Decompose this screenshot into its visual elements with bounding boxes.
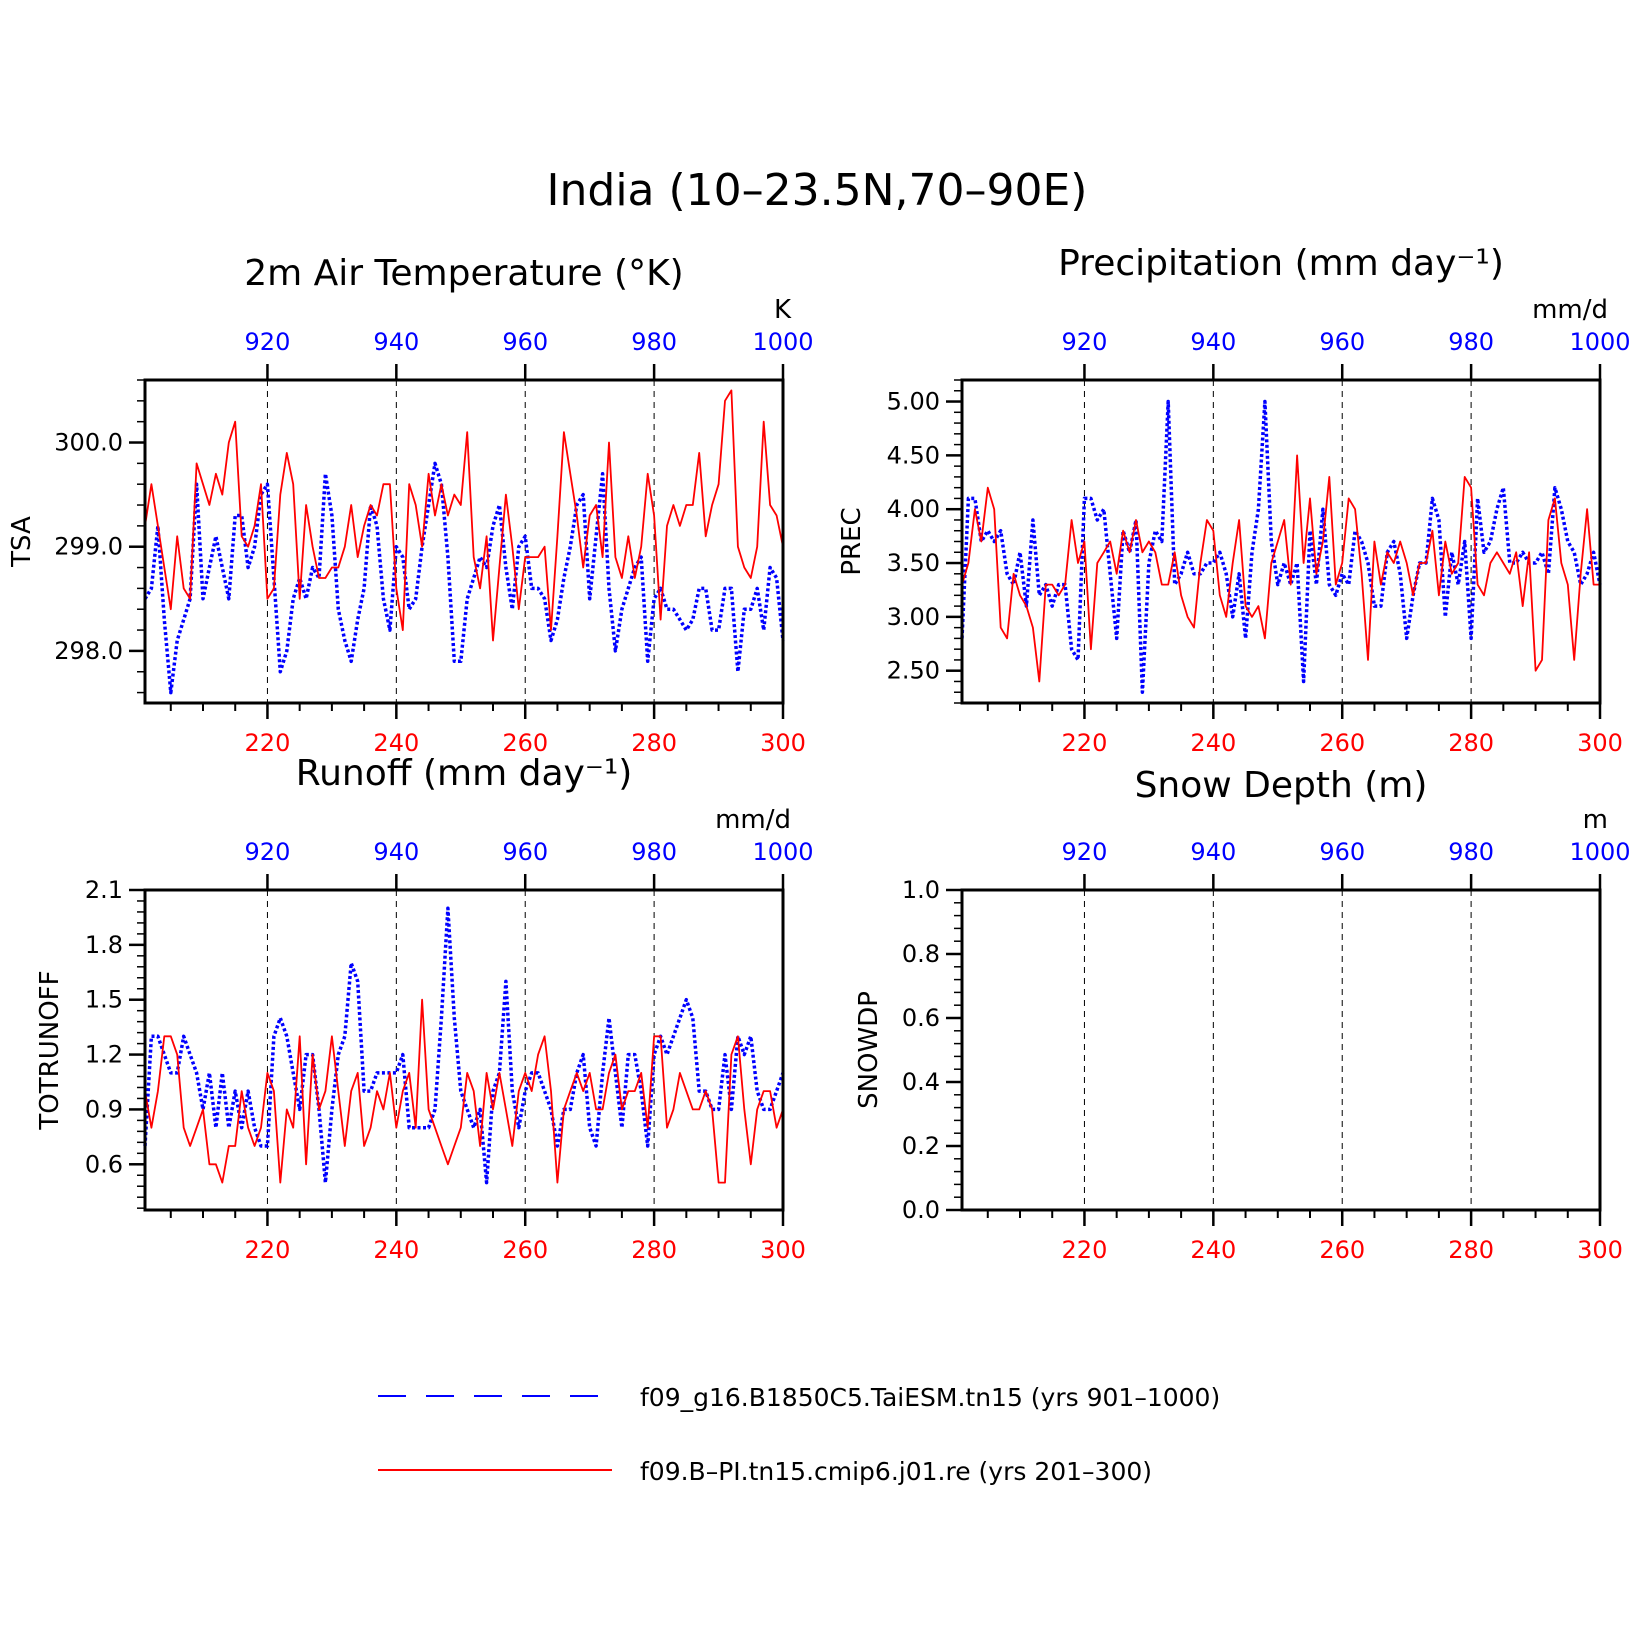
y-tick-label: 4.00 <box>887 495 940 523</box>
y-tick-label: 2.1 <box>85 876 123 904</box>
y-tick-label: 0.8 <box>902 940 940 968</box>
x-tick-label-top: 980 <box>631 328 677 356</box>
x-tick-label-bottom: 280 <box>1448 729 1494 757</box>
y-tick-label: 298.0 <box>54 637 123 665</box>
y-tick-label: 0.0 <box>902 1196 940 1224</box>
y-axis-label: TOTRUNOFF <box>35 970 65 1130</box>
legend-label-blue: f09_g16.B1850C5.TaiESM.tn15 (yrs 901–100… <box>640 1383 1220 1412</box>
y-tick-label: 0.2 <box>902 1132 940 1160</box>
panels: 2m Air Temperature (°K) K TSA 220 240 260 280 3… <box>7 243 1631 1264</box>
x-tick-label-bottom: 240 <box>1190 729 1236 757</box>
chart-panel-4: Snow Depth (m) m SNOWDP 220 240 260 280 300 920 9… <box>854 765 1631 1264</box>
x-tick-label-top: 920 <box>245 838 291 866</box>
x-tick-label-top: 960 <box>1319 328 1365 356</box>
y-tick-label: 0.6 <box>85 1150 123 1178</box>
x-tick-label-top: 920 <box>1062 328 1108 356</box>
series-line-red <box>144 389 784 642</box>
x-tick-label-bottom: 220 <box>245 1236 291 1264</box>
chart-panel-2: Precipitation (mm day⁻¹) mm/d PREC 220 240 26… <box>837 243 1631 757</box>
x-tick-label-top: 940 <box>1190 838 1236 866</box>
chart-panel-3: Runoff (mm day⁻¹) mm/d TOTRUNOFF 220 240 260 2… <box>35 753 814 1264</box>
plot-frame <box>960 888 1602 1212</box>
x-tick-label-bottom: 240 <box>373 729 419 757</box>
x-tick-label-top: 940 <box>373 328 419 356</box>
plot-frame <box>143 378 785 705</box>
x-tick-label-top: 920 <box>245 328 291 356</box>
panel-title: 2m Air Temperature (°K) <box>244 253 683 294</box>
chart-panel-1: 2m Air Temperature (°K) K TSA 220 240 260 280 3… <box>7 253 814 757</box>
x-tick-label-bottom: 300 <box>1577 729 1623 757</box>
x-tick-label-top: 980 <box>1448 838 1494 866</box>
x-tick-label-top: 960 <box>502 328 548 356</box>
x-tick-label-top: 960 <box>1319 838 1365 866</box>
y-tick-label: 1.2 <box>85 1041 123 1069</box>
x-tick-label-bottom: 260 <box>1319 729 1365 757</box>
y-tick-label: 300.0 <box>54 429 123 457</box>
y-tick-label: 2.50 <box>887 657 940 685</box>
y-axis-label: PREC <box>837 507 867 575</box>
x-tick-label-bottom: 240 <box>1190 1236 1236 1264</box>
x-tick-label-bottom: 300 <box>760 1236 806 1264</box>
y-axis-label: SNOWDP <box>854 991 884 1109</box>
panel-title: Snow Depth (m) <box>1135 765 1428 806</box>
x-tick-label-top: 980 <box>1448 328 1494 356</box>
x-tick-label-top: 980 <box>631 838 677 866</box>
x-tick-label-bottom: 260 <box>1319 1236 1365 1264</box>
x-tick-label-top: 920 <box>1062 838 1108 866</box>
x-tick-label-top: 1000 <box>1569 838 1630 866</box>
series-line-red <box>144 998 784 1184</box>
x-tick-label-bottom: 280 <box>631 729 677 757</box>
series-line-red <box>961 454 1600 683</box>
x-tick-label-bottom: 260 <box>502 729 548 757</box>
y-tick-label: 3.50 <box>887 549 940 577</box>
x-tick-label-top: 960 <box>502 838 548 866</box>
panel-title: Precipitation (mm day⁻¹) <box>1058 243 1504 284</box>
units-label: m <box>1583 805 1608 835</box>
x-tick-label-bottom: 220 <box>1062 1236 1108 1264</box>
y-tick-label: 1.0 <box>902 876 940 904</box>
x-tick-label-bottom: 300 <box>1577 1236 1623 1264</box>
x-tick-label-bottom: 300 <box>760 729 806 757</box>
panel-title: Runoff (mm day⁻¹) <box>296 753 633 794</box>
y-tick-label: 0.9 <box>85 1095 123 1123</box>
x-tick-label-top: 1000 <box>752 838 813 866</box>
x-tick-label-top: 1000 <box>1569 328 1630 356</box>
figure-title: India (10–23.5N,70–90E) <box>547 165 1088 216</box>
units-label: mm/d <box>1532 295 1608 325</box>
units-label: mm/d <box>715 805 791 835</box>
plot-frame <box>960 378 1602 705</box>
y-tick-label: 0.6 <box>902 1004 940 1032</box>
series-line-blue <box>143 906 785 1185</box>
x-tick-label-bottom: 280 <box>1448 1236 1494 1264</box>
y-tick-label: 3.00 <box>887 603 940 631</box>
series-line-blue <box>143 461 785 695</box>
y-tick-label: 299.0 <box>54 533 123 561</box>
plot-frame <box>143 888 785 1212</box>
x-tick-label-top: 940 <box>373 838 419 866</box>
x-tick-label-bottom: 220 <box>245 729 291 757</box>
x-tick-label-bottom: 280 <box>631 1236 677 1264</box>
legend-label-red: f09.B–PI.tn15.cmip6.j01.re (yrs 201–300) <box>640 1457 1152 1486</box>
x-tick-label-bottom: 260 <box>502 1236 548 1264</box>
x-tick-label-top: 1000 <box>752 328 813 356</box>
x-tick-label-bottom: 240 <box>373 1236 419 1264</box>
legend: f09_g16.B1850C5.TaiESM.tn15 (yrs 901–100… <box>378 1383 1220 1486</box>
y-tick-label: 4.50 <box>887 441 940 469</box>
x-tick-label-bottom: 220 <box>1062 729 1108 757</box>
units-label: K <box>774 295 792 325</box>
y-axis-label: TSA <box>7 516 37 568</box>
y-tick-label: 1.5 <box>85 986 123 1014</box>
y-tick-label: 0.4 <box>902 1068 940 1096</box>
y-tick-label: 5.00 <box>887 388 940 416</box>
series-line-blue <box>960 399 1602 694</box>
x-tick-label-top: 940 <box>1190 328 1236 356</box>
y-tick-label: 1.8 <box>85 931 123 959</box>
